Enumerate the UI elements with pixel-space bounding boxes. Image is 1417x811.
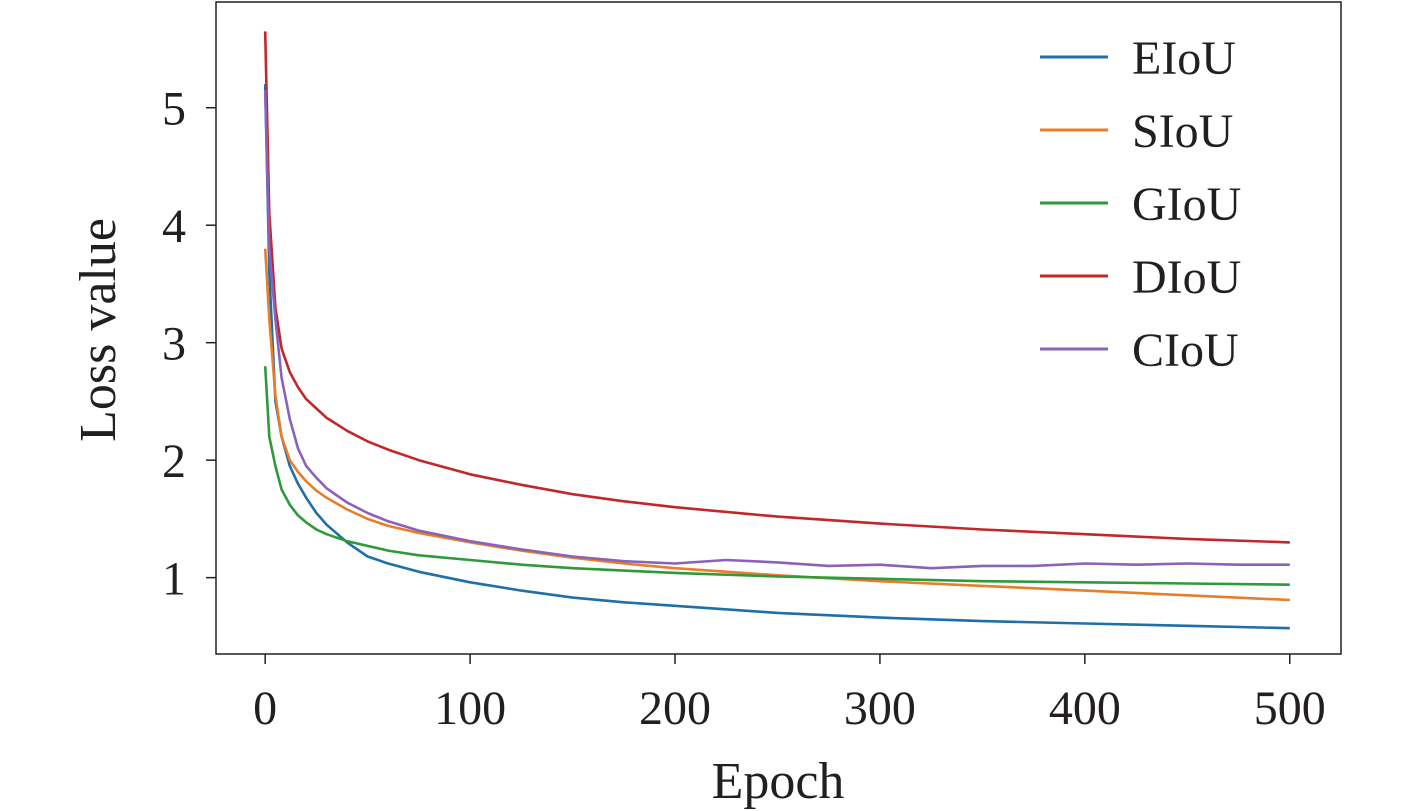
x-axis-title: Epoch bbox=[712, 753, 845, 810]
y-tick-label: 3 bbox=[162, 318, 186, 371]
x-tick-label: 200 bbox=[639, 682, 711, 735]
y-tick-label: 4 bbox=[162, 200, 186, 253]
legend-label-eiou: EIoU bbox=[1132, 32, 1236, 85]
plot-frame bbox=[215, 1, 1342, 655]
legend-label-giou: GIoU bbox=[1132, 178, 1241, 231]
series-line-ciou bbox=[263, 90, 1290, 570]
x-tick-label: 0 bbox=[253, 682, 277, 735]
x-tick-label: 400 bbox=[1049, 682, 1121, 735]
y-tick-label: 5 bbox=[162, 83, 186, 136]
y-axis-ticks: 1 2 3 4 5 bbox=[162, 83, 216, 606]
x-tick-label: 100 bbox=[434, 682, 506, 735]
series-line-diou bbox=[263, 31, 1290, 544]
x-axis-ticks: 0 100 200 300 400 500 bbox=[253, 654, 1326, 735]
series-line-eiou bbox=[263, 84, 1290, 630]
x-tick-label: 500 bbox=[1254, 682, 1326, 735]
series-line-siou bbox=[263, 248, 1290, 602]
series-line-giou bbox=[263, 366, 1290, 586]
x-tick-label: 300 bbox=[844, 682, 916, 735]
legend: EIoU SIoU GIoU DIoU CIoU bbox=[1040, 32, 1241, 377]
legend-label-ciou: CIoU bbox=[1132, 324, 1239, 377]
y-axis-title: Loss value bbox=[70, 218, 127, 442]
legend-label-diou: DIoU bbox=[1132, 251, 1241, 304]
y-tick-label: 2 bbox=[162, 435, 186, 488]
series-lines bbox=[263, 31, 1290, 630]
y-tick-label: 1 bbox=[162, 553, 186, 606]
legend-label-siou: SIoU bbox=[1132, 105, 1233, 158]
